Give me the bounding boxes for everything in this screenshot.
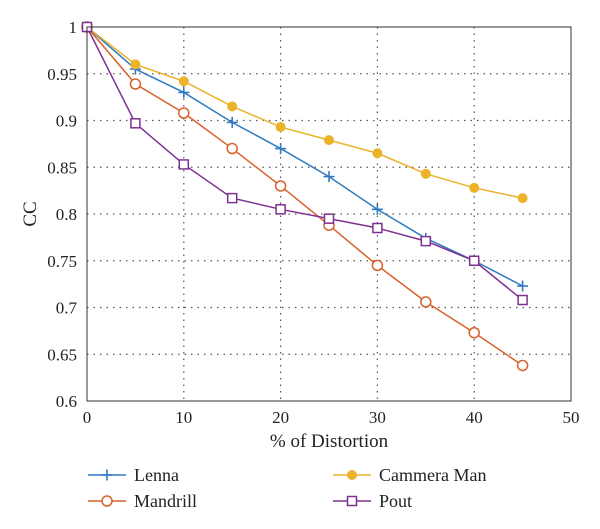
- legend-mandrill-marker: [101, 495, 113, 507]
- legend-label: Pout: [379, 491, 412, 511]
- point-lenna-marker: [275, 143, 287, 155]
- x-axis-label: % of Distortion: [270, 431, 389, 452]
- point-cammera-man-marker: [275, 122, 286, 133]
- legend-lenna-marker: [101, 469, 113, 481]
- point-pout-marker: [468, 255, 480, 266]
- y-tick-label: 0.95: [47, 65, 77, 84]
- x-tick-label: 30: [369, 408, 386, 427]
- point-pout-marker: [517, 294, 528, 306]
- legend-item-lenna: Lenna: [88, 465, 179, 485]
- x-tick-label: 10: [175, 408, 192, 427]
- series-line-pout: [86, 26, 524, 301]
- x-tick-label: 20: [272, 408, 289, 427]
- y-tick-label: 0.75: [47, 252, 77, 271]
- x-tick-label: 0: [83, 408, 92, 427]
- tick-labels: 0 10 20 30 40 50 0.6 0.65 0.7 0.75 0.8 0.85 0.9 0.95 1: [47, 18, 579, 427]
- series-layer: [81, 21, 529, 372]
- series-mandrill: [81, 21, 529, 372]
- point-cammera-man-marker: [324, 135, 334, 146]
- point-pout-marker: [226, 192, 238, 204]
- point-mandrill-marker: [129, 78, 142, 90]
- legend-label: Lenna: [134, 465, 179, 485]
- point-pout-marker: [178, 159, 190, 170]
- y-axis-label: CC: [20, 201, 41, 226]
- point-cammera-man-marker: [372, 148, 383, 159]
- point-pout-marker: [420, 235, 432, 247]
- point-cammera-man-marker: [517, 193, 528, 204]
- y-tick-label: 1: [69, 18, 78, 37]
- series-line-lenna: [86, 26, 523, 287]
- point-mandrill-marker: [178, 107, 190, 119]
- point-cammera-man-marker: [227, 101, 238, 112]
- legend-label: Mandrill: [134, 491, 197, 511]
- series-line-cammera-man: [86, 26, 523, 199]
- point-mandrill-marker: [226, 142, 238, 155]
- y-tick-label: 0.8: [56, 205, 77, 224]
- point-cammera-man-marker: [469, 182, 480, 193]
- point-lenna-marker: [517, 280, 529, 292]
- legend-item-cammera-man: Cammera Man: [333, 465, 486, 485]
- point-lenna-marker: [178, 86, 190, 98]
- x-tick-label: 40: [466, 408, 483, 427]
- point-mandrill-marker: [468, 326, 480, 339]
- x-tick-label: 50: [563, 408, 580, 427]
- plot-frame: [86, 26, 572, 402]
- point-pout-marker: [130, 118, 141, 129]
- legend-cammera-man-marker: [347, 470, 357, 480]
- point-lenna-marker: [371, 203, 383, 215]
- series-line-mandrill: [86, 26, 524, 367]
- point-mandrill-marker: [420, 296, 432, 308]
- point-pout-marker: [275, 204, 286, 215]
- y-tick-label: 0.65: [47, 345, 77, 364]
- point-cammera-man-marker: [178, 76, 189, 87]
- point-cammera-man-marker: [420, 168, 431, 179]
- legend: Lenna Cammera Man Mandrill Pout: [88, 465, 486, 511]
- point-cammera-man-marker: [130, 59, 141, 70]
- point-lenna-marker: [323, 171, 335, 183]
- y-tick-label: 0.7: [56, 299, 78, 318]
- point-mandrill-marker: [371, 259, 384, 272]
- y-tick-label: 0.9: [56, 112, 77, 131]
- legend-item-mandrill: Mandrill: [88, 491, 197, 511]
- legend-pout-marker: [346, 495, 358, 507]
- point-lenna-marker: [226, 116, 238, 128]
- legend-item-pout: Pout: [333, 491, 412, 511]
- point-mandrill-marker: [516, 359, 529, 372]
- legend-label: Cammera Man: [379, 465, 486, 485]
- point-pout-marker: [372, 222, 383, 234]
- point-mandrill-marker: [274, 180, 287, 192]
- point-pout-marker: [323, 213, 335, 224]
- y-tick-label: 0.85: [47, 158, 77, 177]
- y-tick-label: 0.6: [56, 392, 77, 411]
